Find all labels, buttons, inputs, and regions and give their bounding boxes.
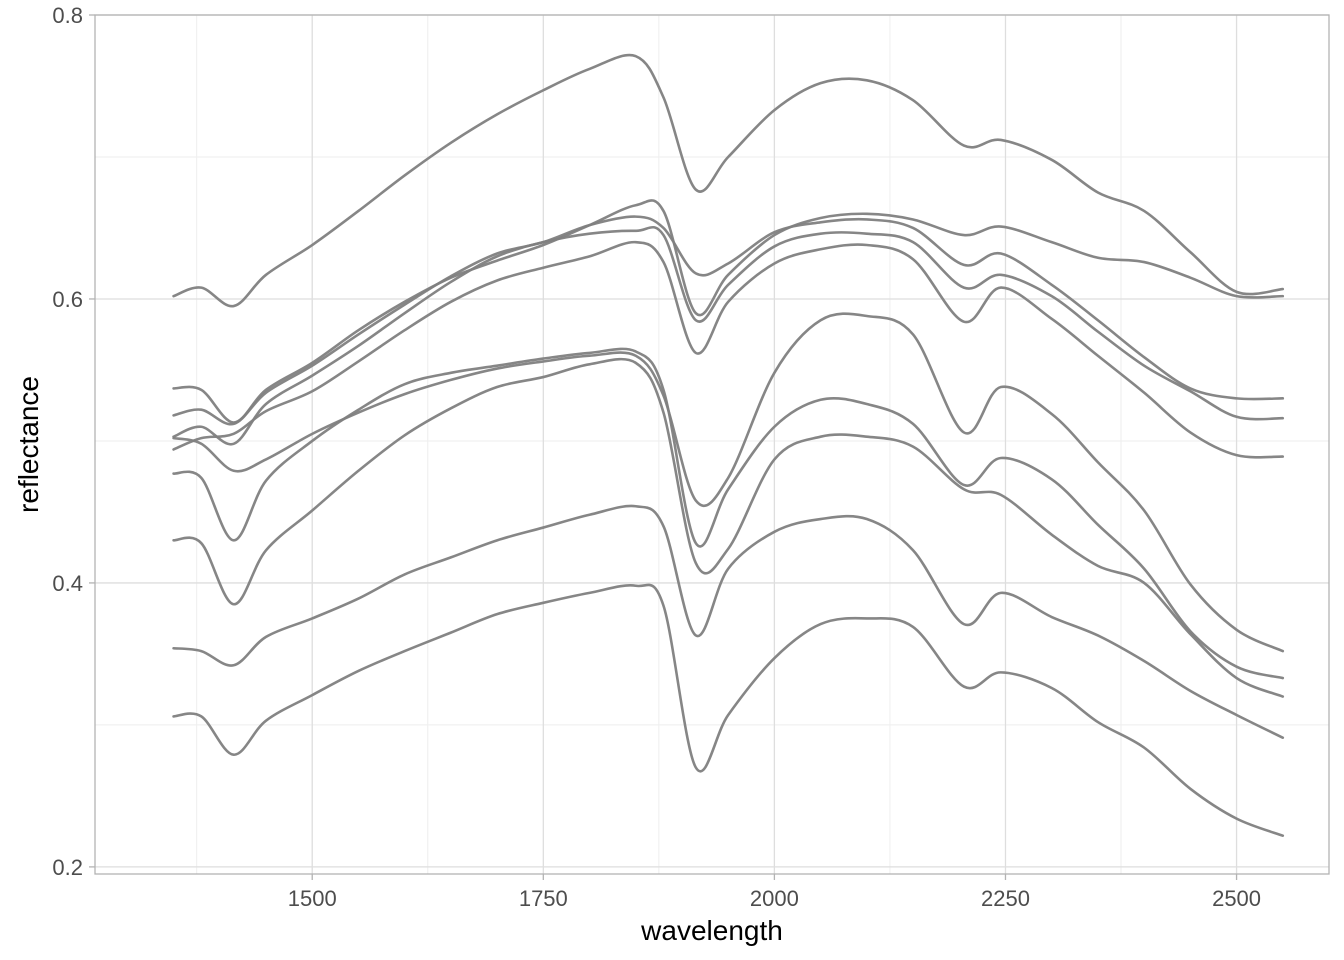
- panel-border: [94, 14, 1330, 875]
- y-tick-label: 0.4: [52, 571, 83, 596]
- spectrum-line-8: [172, 357, 1285, 698]
- x-tick-label: 2500: [1212, 886, 1261, 911]
- x-tick-label: 1750: [519, 886, 568, 911]
- x-tick-label: 2250: [981, 886, 1030, 911]
- x-tick-label: 1500: [288, 886, 337, 911]
- y-axis-title: reflectance: [13, 376, 44, 513]
- spectrum-line-2: [172, 199, 1285, 424]
- spectrum-line-10: [172, 583, 1285, 837]
- x-tick-label: 2000: [750, 886, 799, 911]
- y-tick-label: 0.2: [52, 855, 83, 880]
- y-tick-label: 0.8: [52, 3, 83, 28]
- x-axis-ticks: 1500 1750 2000 2250 2500: [288, 874, 1261, 911]
- grid-major-lines: [95, 14, 1329, 874]
- spectrum-line-3: [172, 215, 1285, 426]
- grid-minor-lines: [95, 15, 1329, 874]
- x-axis-title: wavelength: [640, 915, 783, 946]
- spectrum-line-4: [172, 225, 1285, 446]
- series-lines: [172, 53, 1285, 837]
- spectrum-line-6: [172, 312, 1285, 653]
- y-axis-ticks: 0.2 0.4 0.6 0.8: [52, 3, 95, 880]
- y-tick-label: 0.6: [52, 287, 83, 312]
- spectrum-line-1: [172, 53, 1285, 308]
- spectrum-line-7: [172, 347, 1285, 680]
- spectrum-line-5: [172, 240, 1285, 459]
- spectrum-line-9: [172, 504, 1285, 739]
